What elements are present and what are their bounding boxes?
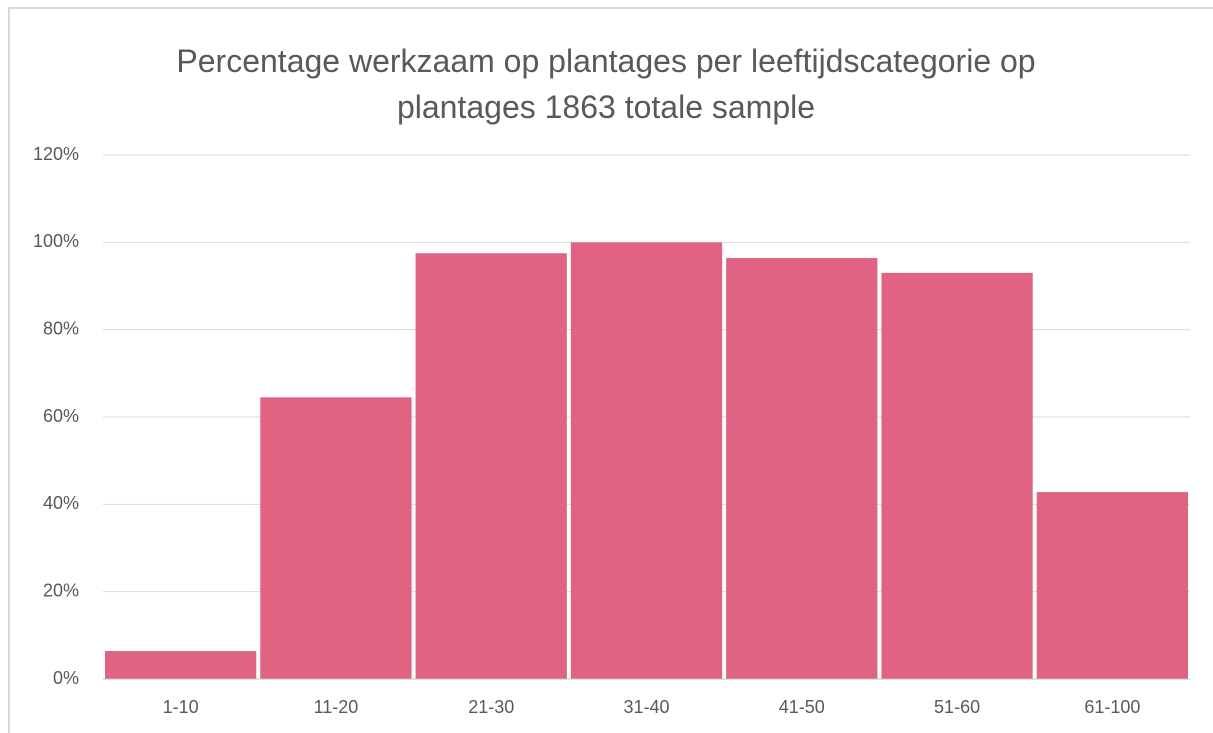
chart-title: Percentage werkzaam op plantages per lee…: [176, 43, 1036, 125]
x-tick-label: 21-30: [468, 697, 514, 717]
y-tick-label: 20%: [43, 580, 79, 600]
y-tick-label: 40%: [43, 493, 79, 513]
y-tick-label: 60%: [43, 406, 79, 426]
x-tick-label: 41-50: [779, 697, 825, 717]
bar: [415, 253, 567, 679]
x-tick-label: 61-100: [1084, 697, 1140, 717]
y-tick-label: 80%: [43, 318, 79, 338]
x-tick-label: 51-60: [934, 697, 980, 717]
bar: [260, 397, 412, 679]
x-tick-label: 31-40: [623, 697, 669, 717]
bar: [105, 651, 257, 679]
bar: [726, 258, 878, 679]
y-tick-label: 120%: [33, 144, 79, 164]
x-tick-label: 11-20: [314, 697, 359, 717]
x-tick-label: 1-10: [163, 697, 199, 717]
bar: [1036, 492, 1188, 679]
chart-border: [8, 7, 1213, 733]
y-tick-label: 100%: [33, 231, 79, 251]
bar: [881, 272, 1033, 679]
bar: [570, 242, 723, 680]
y-tick-label: 0%: [53, 668, 79, 688]
